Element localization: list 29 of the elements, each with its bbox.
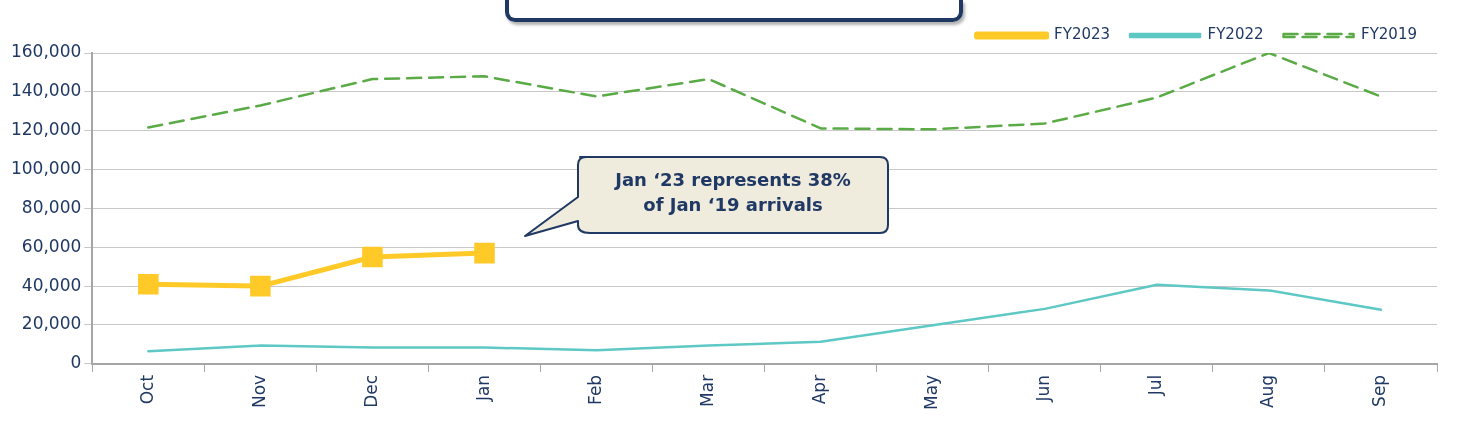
- legend-label: FY2022: [1207, 25, 1264, 44]
- x-tick-label: Jun: [1033, 374, 1054, 403]
- y-tick-label: 140,000: [10, 80, 82, 101]
- x-tick-label: Apr: [809, 374, 830, 405]
- point: [250, 275, 271, 297]
- x-tick-label: Sep: [1369, 374, 1390, 407]
- x-tick-label: Mar: [697, 374, 718, 407]
- y-tick-label: 120,000: [10, 119, 82, 140]
- y-tick-label: 80,000: [21, 196, 82, 217]
- x-tick-label: Nov: [248, 374, 269, 409]
- point: [474, 242, 495, 264]
- annotation: Jan ‘23 represents 38% of Jan ‘19 arrivals: [613, 168, 852, 217]
- legend-label: FY2019: [1361, 25, 1417, 44]
- y-tick-label: 20,000: [21, 313, 82, 334]
- x-tick-label: Feb: [584, 374, 605, 405]
- x-tick-label: May: [921, 374, 942, 411]
- y-tick-label: 0: [70, 352, 82, 373]
- x-tick-label: Aug: [1257, 374, 1278, 409]
- x-tick-label: Oct: [136, 374, 157, 405]
- x-tick-label: Dec: [360, 374, 381, 408]
- x-tick-label: Jan: [472, 374, 493, 403]
- point: [362, 246, 383, 268]
- y-tick-label: 40,000: [21, 274, 82, 295]
- y-tick-label: 100,000: [10, 157, 82, 178]
- x-tick-label: Jul: [1145, 374, 1166, 397]
- point: [138, 273, 159, 295]
- y-tick-label: 160,000: [10, 41, 82, 62]
- legend-label: FY2023: [1054, 25, 1111, 44]
- y-tick-label: 60,000: [21, 235, 82, 256]
